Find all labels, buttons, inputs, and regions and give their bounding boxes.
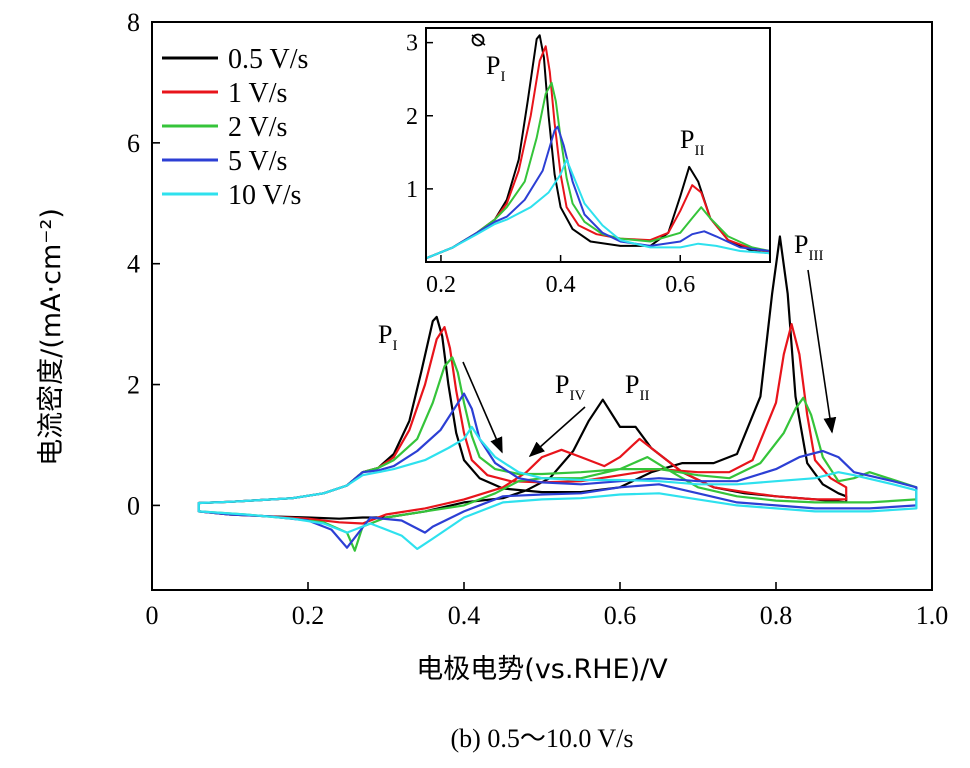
svg-text:PII: PII: [680, 125, 704, 159]
inset-y-tick-label: 2: [406, 104, 418, 130]
inset-series-lines: [425, 34, 771, 260]
inset-x-tick-label: 0.4: [546, 272, 576, 298]
annotation-arrows: [462, 269, 837, 458]
legend-label: 5 V/s: [228, 146, 287, 177]
series-line-2: [197, 356, 918, 552]
legend: 0.5 V/s1 V/s2 V/s5 V/s10 V/s: [162, 44, 308, 211]
annotation-p1-main: PI: [378, 320, 397, 354]
inset-series-line-1: [425, 45, 771, 260]
inset-y-tick-label: 1: [406, 177, 418, 203]
y-tick-label: 2: [127, 371, 140, 400]
x-tick-label: 0.4: [448, 601, 481, 630]
y-tick-label: 8: [127, 8, 140, 37]
inset-x-tick-label: 0.6: [665, 272, 695, 298]
y-tick-label: 4: [127, 250, 140, 279]
main-plot-area: 0 0.2 0.4 0.6 0.8 1.0 0 2 4 6 8: [127, 8, 948, 630]
inset-y-tick-label: 3: [406, 31, 418, 57]
x-tick-label: 0: [146, 601, 159, 630]
x-axis-label: 电极电势(vs.RHE)/V: [416, 654, 668, 685]
y-axis-label: 电流密度/(mA·cm⁻²): [36, 208, 67, 466]
main-series-lines: [197, 235, 918, 552]
inset-series-line-3: [425, 125, 771, 260]
annotation-p1-inset: PI: [486, 51, 505, 85]
annotation-p2-inset: PII: [680, 125, 704, 159]
main-plot-frame: [151, 21, 933, 591]
series-line-3: [197, 392, 918, 549]
inset-axis-ticks: 0.2 0.4 0.6 1 2 3: [406, 31, 695, 298]
annotation-p2-main: PII: [625, 370, 649, 404]
x-tick-label: 0.8: [760, 601, 793, 630]
inset-series-line-0: [425, 34, 771, 260]
inset-series-line-4: [425, 158, 771, 260]
y-tick-label: 6: [127, 129, 140, 158]
arrow-p3: [807, 269, 837, 434]
main-axis-ticks: 0 0.2 0.4 0.6 0.8 1.0 0 2 4 6 8: [127, 8, 948, 630]
annotation-p4: PIV: [555, 370, 585, 404]
y-tick-label: 0: [127, 491, 140, 520]
annotation-p3: PIII: [794, 230, 823, 264]
x-tick-label: 1.0: [916, 601, 949, 630]
series-line-1: [197, 323, 848, 525]
svg-text:PIV: PIV: [555, 370, 585, 404]
svg-text:PII: PII: [625, 370, 649, 404]
inset-plot-frame: [425, 27, 771, 263]
inset-marker-circle: [471, 33, 486, 47]
legend-label: 0.5 V/s: [228, 44, 308, 75]
inset-series-line-2: [425, 81, 771, 260]
series-line-4: [197, 425, 918, 550]
svg-text:PI: PI: [486, 51, 505, 85]
inset-background: [426, 28, 770, 262]
legend-label: 1 V/s: [228, 78, 287, 109]
inset-x-tick-label: 0.2: [426, 272, 456, 298]
x-tick-label: 0.2: [292, 601, 325, 630]
legend-label: 2 V/s: [228, 112, 287, 143]
figure-caption: (b) 0.5～10.0 V/s: [451, 724, 634, 753]
arrow-p1: [462, 361, 503, 454]
inset-plot-area: 0.2 0.4 0.6 1 2 3 PI PII: [406, 27, 771, 298]
legend-label: 10 V/s: [228, 180, 301, 211]
arrow-p4: [528, 406, 586, 458]
svg-text:PIII: PIII: [794, 230, 823, 264]
svg-text:PI: PI: [378, 320, 397, 354]
x-tick-label: 0.6: [604, 601, 637, 630]
